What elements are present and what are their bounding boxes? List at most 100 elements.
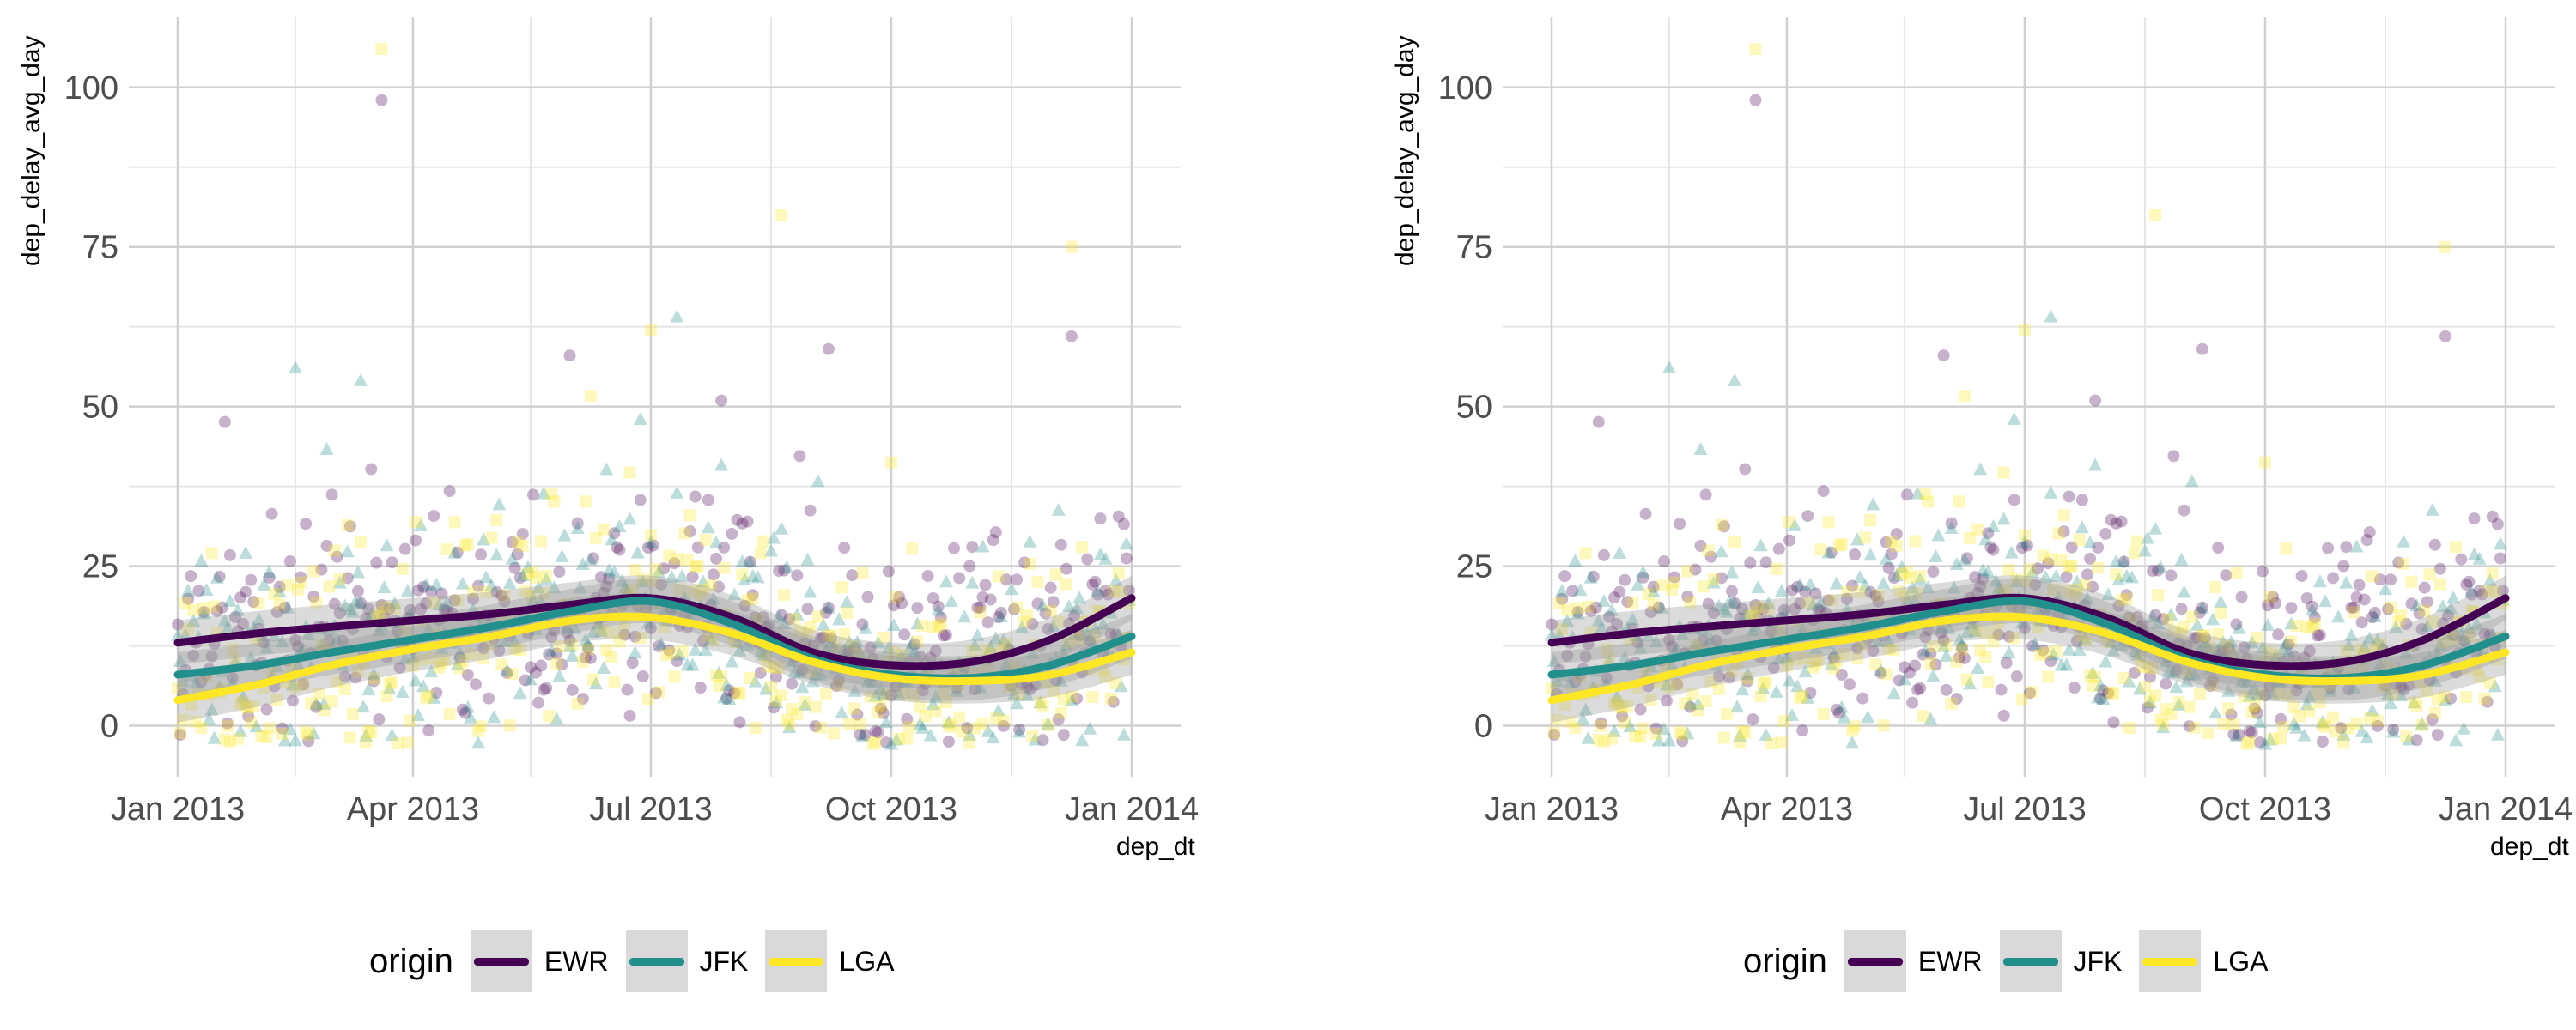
data-point-lga	[2149, 209, 2162, 221]
data-point-ewr	[483, 692, 495, 705]
data-point-lga	[623, 466, 636, 479]
data-point-jfk	[351, 565, 366, 579]
data-point-lga	[634, 632, 647, 645]
data-point-jfk	[1753, 538, 1768, 552]
data-point-jfk	[939, 574, 953, 588]
x-tick-label: Apr 2013	[347, 791, 479, 827]
data-point-jfk	[1957, 552, 1971, 566]
data-point-lga	[300, 725, 313, 738]
data-point-ewr	[2217, 645, 2230, 658]
data-point-ewr	[2373, 573, 2386, 586]
data-point-lga	[2008, 632, 2020, 645]
data-point-ewr	[663, 644, 676, 657]
data-point-ewr	[2212, 542, 2225, 554]
data-point-ewr	[882, 565, 895, 578]
data-point-jfk	[432, 597, 447, 611]
data-point-lga	[1704, 675, 1717, 688]
data-point-ewr	[1958, 651, 1971, 664]
data-point-jfk	[703, 631, 718, 645]
data-point-lga	[362, 725, 375, 738]
data-point-lga	[498, 589, 511, 602]
data-point-lga	[866, 737, 879, 750]
data-point-jfk	[748, 674, 762, 688]
data-point-ewr	[286, 694, 299, 707]
data-point-lga	[538, 587, 550, 600]
data-point-jfk	[2187, 667, 2202, 681]
data-point-ewr	[283, 555, 296, 568]
data-point-ewr	[2024, 687, 2037, 700]
data-point-lga	[1987, 635, 2000, 648]
data-point-jfk	[2174, 552, 2189, 566]
data-point-jfk	[450, 657, 465, 671]
data-point-jfk	[988, 631, 1003, 645]
data-point-lga	[2240, 737, 2253, 750]
data-point-lga	[2470, 663, 2483, 676]
data-point-jfk	[1795, 622, 1810, 636]
data-point-lga	[1919, 488, 1932, 500]
data-point-lga	[929, 705, 942, 718]
data-point-ewr	[2015, 542, 2028, 554]
data-point-ewr	[1880, 536, 1893, 548]
data-point-lga	[2068, 588, 2081, 601]
data-point-lga	[1024, 557, 1036, 570]
data-point-jfk	[928, 689, 943, 703]
data-point-lga	[1752, 601, 1765, 614]
data-point-jfk	[337, 598, 352, 612]
data-point-ewr	[448, 594, 461, 607]
data-point-ewr	[1832, 706, 1845, 719]
data-point-jfk	[1114, 679, 1128, 693]
data-point-lga	[2405, 575, 2418, 588]
data-point-lga	[608, 676, 621, 688]
data-point-lga	[903, 720, 916, 733]
data-point-lga	[2439, 690, 2451, 703]
data-point-jfk	[2336, 728, 2351, 742]
data-point-jfk	[2399, 645, 2414, 659]
data-point-ewr	[2196, 601, 2208, 614]
data-point-lga	[1893, 585, 1905, 598]
smooth-line-lga	[173, 612, 1136, 705]
data-point-lga	[1668, 576, 1681, 589]
data-point-ewr	[1817, 485, 1830, 498]
data-point-ewr	[2262, 599, 2275, 612]
data-point-ewr	[877, 706, 890, 719]
data-point-jfk	[1688, 637, 1703, 651]
data-point-jfk	[505, 551, 519, 565]
data-point-lga	[386, 676, 398, 689]
data-point-jfk	[1691, 696, 1705, 710]
data-point-jfk	[1054, 673, 1068, 687]
data-point-jfk	[973, 680, 987, 694]
data-point-lga	[1835, 538, 1848, 551]
data-point-jfk	[2318, 594, 2332, 608]
data-point-lga	[893, 732, 906, 745]
data-point-ewr	[1021, 680, 1034, 693]
data-point-ewr	[1699, 488, 1712, 501]
data-point-jfk	[2457, 721, 2471, 735]
data-point-lga	[707, 633, 720, 646]
data-point-ewr	[655, 578, 668, 591]
data-point-jfk	[2297, 728, 2312, 742]
data-point-jfk	[570, 520, 585, 534]
data-point-jfk	[853, 645, 867, 659]
data-point-ewr	[1825, 546, 1838, 559]
data-point-jfk	[2454, 627, 2469, 641]
data-point-lga	[1958, 390, 1971, 403]
data-point-lga	[263, 722, 276, 735]
data-point-jfk	[2279, 635, 2293, 649]
data-point-jfk	[1874, 663, 1888, 676]
data-point-lga	[2478, 692, 2491, 705]
data-point-lga	[644, 324, 657, 336]
data-point-jfk	[1821, 545, 1836, 559]
data-point-ewr	[939, 628, 952, 641]
data-point-lga	[1597, 736, 1610, 748]
data-point-lga	[545, 488, 558, 500]
data-point-lga	[2277, 720, 2290, 733]
data-point-lga	[1548, 726, 1561, 739]
data-point-ewr	[1950, 693, 1963, 706]
data-point-jfk	[2214, 594, 2228, 608]
data-point-lga	[2180, 665, 2193, 678]
data-point-jfk	[941, 715, 956, 729]
data-point-ewr	[971, 601, 984, 614]
data-point-lga	[791, 707, 804, 720]
data-point-jfk	[756, 647, 770, 661]
data-point-lga	[2376, 681, 2389, 694]
